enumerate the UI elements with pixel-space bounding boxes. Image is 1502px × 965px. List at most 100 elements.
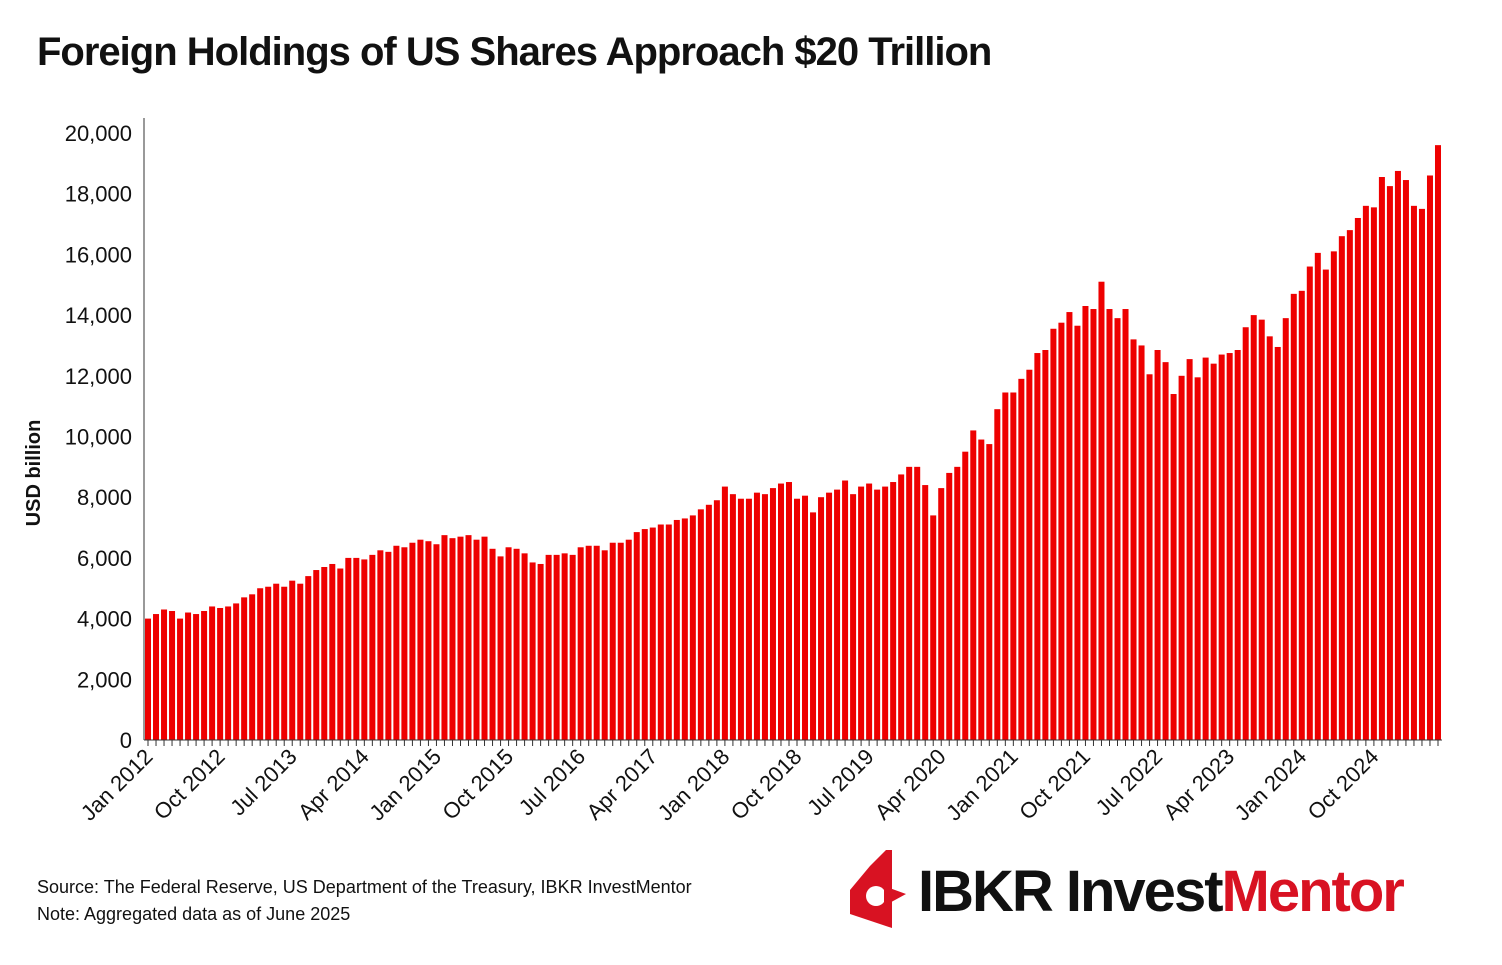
- bar-140: [1266, 336, 1273, 740]
- bar-95: [906, 466, 913, 740]
- bar-11: [233, 603, 240, 740]
- y-tick-label: 18,000: [65, 182, 132, 207]
- x-tick-label: Oct 2018: [726, 744, 807, 825]
- bar-124: [1138, 345, 1145, 740]
- source-note: Source: The Federal Reserve, US Departme…: [37, 877, 692, 897]
- bar-67: [681, 518, 688, 740]
- bar-118: [1090, 309, 1097, 740]
- bar-group: [145, 145, 1441, 741]
- x-tick-label: Jan 2012: [76, 744, 158, 826]
- bar-99: [938, 488, 945, 740]
- bar-94: [898, 474, 905, 740]
- bar-51: [553, 554, 560, 740]
- bar-53: [569, 554, 576, 740]
- bar-45: [505, 547, 512, 740]
- bar-145: [1306, 266, 1313, 740]
- bar-12: [241, 597, 248, 740]
- x-tick-label: Jan 2015: [364, 744, 446, 826]
- bar-159: [1418, 208, 1425, 741]
- bar-24: [337, 568, 344, 740]
- bar-37: [441, 535, 448, 740]
- bar-153: [1370, 207, 1377, 741]
- x-tick-label: Jul 2022: [1091, 744, 1168, 821]
- bar-57: [601, 550, 608, 740]
- ibkr-logo-icon: [850, 850, 906, 928]
- y-axis-label: USD billion: [23, 420, 45, 527]
- bar-108: [1010, 392, 1017, 740]
- bar-9: [217, 607, 224, 740]
- bar-82: [802, 495, 809, 740]
- bar-74: [737, 498, 744, 740]
- bar-5: [185, 612, 192, 740]
- bar-149: [1338, 236, 1345, 740]
- bar-141: [1274, 346, 1281, 740]
- bar-72: [721, 486, 728, 740]
- bar-39: [457, 536, 464, 740]
- bar-49: [537, 563, 544, 740]
- y-tick-label: 8,000: [77, 485, 132, 510]
- bar-158: [1410, 205, 1417, 741]
- bar-122: [1122, 309, 1129, 740]
- bar-13: [249, 594, 256, 740]
- bar-100: [946, 472, 953, 740]
- bar-79: [777, 483, 784, 740]
- x-tick-label: Oct 2015: [437, 744, 518, 825]
- bar-55: [585, 545, 592, 740]
- bar-127: [1162, 362, 1169, 740]
- bar-46: [513, 548, 520, 740]
- y-tick-label: 2,000: [77, 667, 132, 692]
- bar-50: [545, 554, 552, 740]
- bar-103: [970, 430, 977, 740]
- bar-126: [1154, 350, 1161, 740]
- bar-17: [281, 586, 288, 740]
- bar-132: [1202, 357, 1209, 740]
- bar-75: [745, 498, 752, 740]
- bar-123: [1130, 339, 1137, 740]
- bar-88: [850, 494, 857, 740]
- bar-106: [994, 409, 1001, 740]
- bar-121: [1114, 318, 1121, 740]
- bar-0: [145, 618, 152, 740]
- x-tick-label: Apr 2017: [582, 744, 663, 825]
- bar-19: [297, 583, 304, 740]
- bar-81: [794, 498, 801, 740]
- bar-3: [169, 611, 176, 740]
- bar-38: [449, 538, 456, 740]
- bar-7: [201, 611, 208, 740]
- bar-32: [401, 547, 408, 740]
- y-tick-label: 16,000: [65, 242, 132, 267]
- footnotes: Source: The Federal Reserve, US Departme…: [37, 874, 692, 928]
- bar-34: [417, 539, 424, 740]
- logo-accent-text: Mentor: [1221, 859, 1405, 924]
- bar-98: [930, 515, 937, 740]
- bar-89: [858, 486, 865, 740]
- x-tick-label: Jul 2019: [802, 744, 879, 821]
- y-tick-label: 20,000: [65, 121, 132, 146]
- bar-66: [673, 519, 680, 740]
- bar-18: [289, 580, 296, 740]
- bar-97: [922, 485, 929, 740]
- bar-142: [1282, 318, 1289, 740]
- bar-77: [761, 494, 768, 740]
- bar-60: [625, 539, 632, 740]
- x-tick-label: Jan 2021: [941, 744, 1023, 826]
- bar-93: [890, 482, 897, 740]
- y-axis-ticks: 0 2,000 4,000 6,000 8,000 10,000 12,000 14,000 1…: [65, 121, 132, 753]
- bar-90: [866, 483, 873, 740]
- bar-104: [978, 439, 985, 740]
- bar-115: [1066, 312, 1073, 740]
- bar-146: [1314, 252, 1321, 740]
- bar-84: [818, 497, 825, 740]
- bar-62: [641, 529, 648, 740]
- bar-83: [810, 512, 817, 741]
- bar-117: [1082, 306, 1089, 740]
- bar-47: [521, 553, 528, 740]
- bar-28: [369, 554, 376, 740]
- y-tick-label: 0: [120, 728, 132, 753]
- bar-23: [329, 563, 336, 740]
- y-tick-label: 6,000: [77, 546, 132, 571]
- bar-154: [1378, 177, 1385, 740]
- bar-30: [385, 551, 392, 740]
- bar-22: [321, 567, 328, 740]
